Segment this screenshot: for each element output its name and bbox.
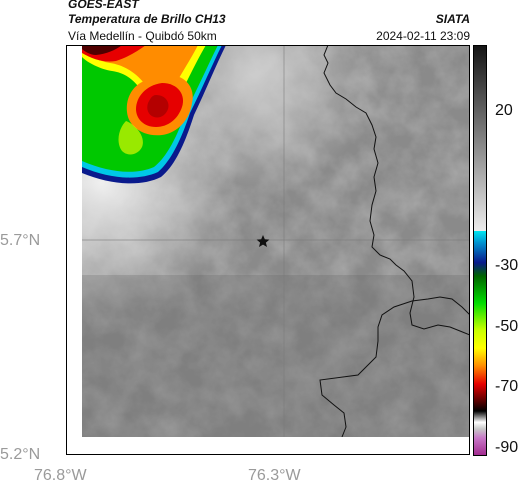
boundary-line [323, 45, 470, 336]
lon-tick-label: 76.3°W [248, 467, 301, 484]
lat-tick-label: 5.2°N [0, 446, 41, 463]
lat-tick-label: 5.7°N [0, 232, 41, 249]
boundary-line [319, 296, 470, 437]
temperature-colorbar [473, 45, 487, 456]
colorbar-tick-label: -50 [495, 318, 519, 335]
colorbar-tick-label: -70 [495, 378, 519, 395]
satellite-title: GOES-EAST [68, 0, 139, 11]
convective-cloud-cluster [82, 45, 226, 184]
data-field [82, 45, 470, 437]
colorbar-tick-label: 20 [495, 102, 513, 119]
agency-label: SIATA [435, 12, 470, 26]
colorbar-tick-label: -90 [495, 439, 519, 456]
star-icon [256, 235, 270, 247]
map-frame [66, 45, 470, 455]
datetime-label: 2024-02-11 23:09 [376, 29, 470, 43]
brightness-temperature-map [66, 45, 470, 455]
lon-tick-label: 76.8°W [34, 467, 87, 484]
product-title: Temperatura de Brillo CH13 [68, 12, 226, 26]
route-subtitle: Vía Medellín - Quibdó 50km [68, 29, 217, 43]
colorbar-tick-label: -30 [495, 257, 519, 274]
